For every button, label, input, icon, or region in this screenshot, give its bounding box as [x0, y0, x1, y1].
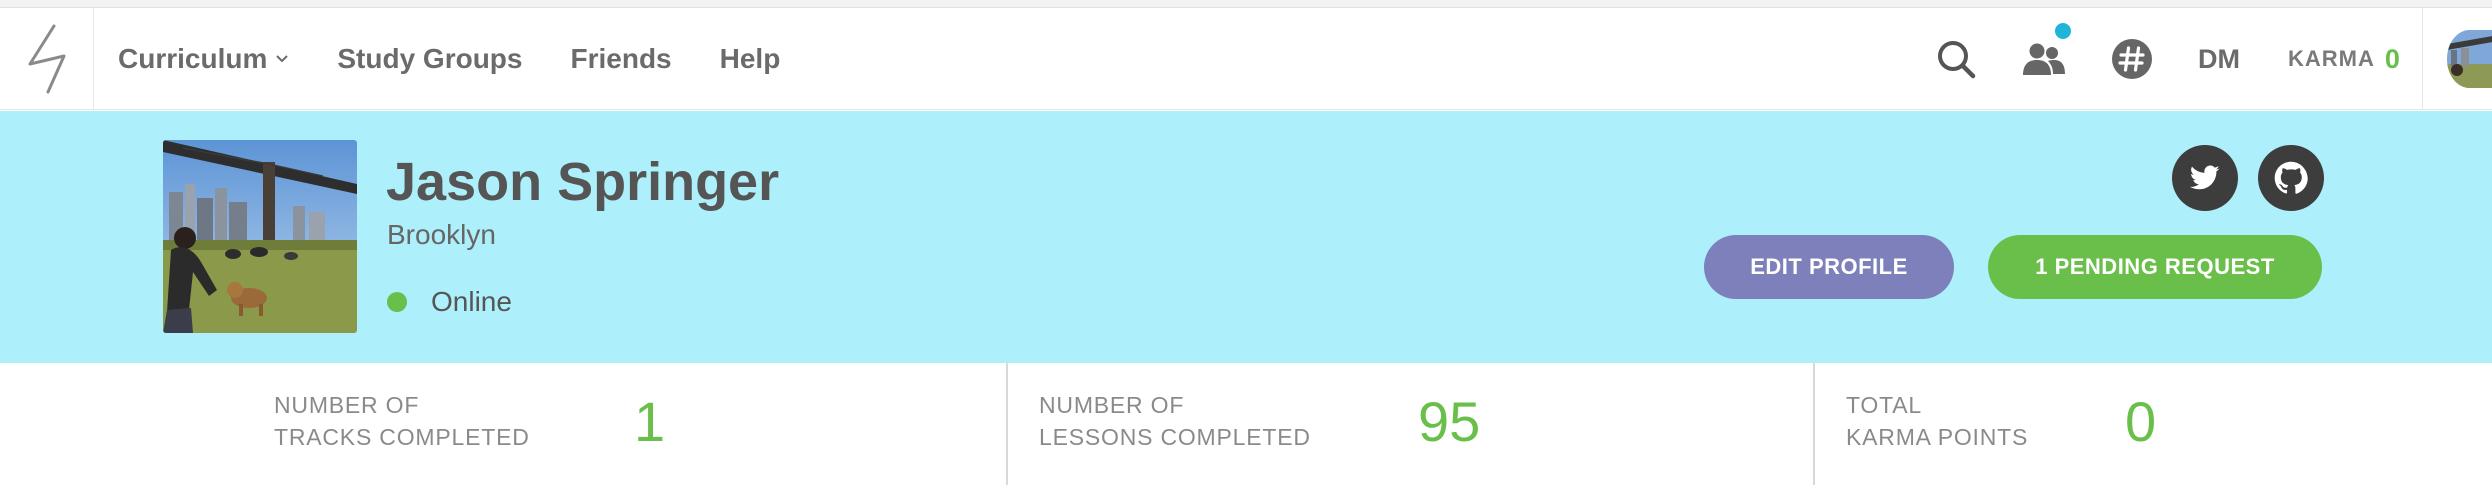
profile-photo [163, 140, 357, 333]
main-nav: Curriculum Study Groups Friends Help [118, 8, 828, 110]
top-navbar: Curriculum Study Groups Friends Help [0, 8, 2492, 110]
profile-name: Jason Springer [386, 152, 780, 212]
nav-friends-label: Friends [570, 43, 672, 74]
hashtag-icon [2112, 39, 2152, 79]
nav-curriculum-label: Curriculum [118, 43, 268, 74]
stat-tracks: NUMBER OF TRACKS COMPLETED 1 [0, 363, 1006, 481]
user-menu[interactable] [2422, 8, 2492, 110]
stats-divider [1813, 363, 1815, 485]
karma-indicator[interactable]: KARMA 0 [2288, 8, 2400, 110]
logo-icon [28, 24, 65, 94]
friend-requests-button[interactable] [2020, 8, 2074, 110]
stat-karma-label-line1: TOTAL [1846, 392, 1922, 418]
twitter-link[interactable] [2172, 145, 2238, 211]
karma-value: 0 [2384, 43, 2400, 74]
stat-lessons-label-line2: LESSONS COMPLETED [1039, 424, 1311, 450]
stat-karma: TOTAL KARMA POINTS 0 [1815, 363, 2492, 481]
nav-curriculum[interactable]: Curriculum [118, 43, 289, 75]
twitter-icon [2190, 165, 2220, 190]
github-link[interactable] [2258, 145, 2324, 211]
direct-messages-link[interactable]: DM [2198, 43, 2240, 74]
nav-friends[interactable]: Friends [570, 43, 671, 75]
stat-lessons-label: NUMBER OF LESSONS COMPLETED [1039, 389, 1311, 453]
stat-tracks-label-line2: TRACKS COMPLETED [274, 424, 530, 450]
karma-label: KARMA [2288, 46, 2375, 71]
stat-lessons: NUMBER OF LESSONS COMPLETED 95 [1008, 363, 1812, 481]
stat-lessons-value: 95 [1418, 390, 1481, 453]
profile-location: Brooklyn [387, 219, 496, 250]
stat-lessons-label-line1: NUMBER OF [1039, 392, 1185, 418]
github-icon [2274, 161, 2308, 194]
stat-karma-label: TOTAL KARMA POINTS [1846, 389, 2028, 453]
search-icon [1938, 41, 1976, 79]
nav-help-label: Help [719, 43, 781, 74]
stats-divider [1006, 363, 1008, 485]
nav-help[interactable]: Help [720, 43, 781, 75]
stats-bar: NUMBER OF TRACKS COMPLETED 1 NUMBER OF L… [0, 363, 2492, 490]
pending-request-button[interactable]: 1 PENDING REQUEST [1988, 235, 2322, 299]
stat-karma-label-line2: KARMA POINTS [1846, 424, 2029, 450]
stat-tracks-label: NUMBER OF TRACKS COMPLETED [274, 389, 530, 453]
online-status: Online [387, 286, 512, 318]
home-logo[interactable] [0, 8, 94, 110]
status-dot-icon [387, 292, 407, 312]
notification-dot [2052, 20, 2074, 42]
people-icon [2023, 43, 2065, 75]
channels-button[interactable] [2110, 8, 2154, 110]
nav-study-groups-label: Study Groups [337, 43, 523, 74]
stat-karma-value: 0 [2125, 390, 2157, 453]
status-text: Online [431, 286, 512, 317]
stat-tracks-value: 1 [634, 390, 666, 453]
chevron-down-icon [275, 54, 289, 64]
profile-banner: Jason Springer Brooklyn Online EDIT PROF… [0, 111, 2492, 363]
window-top-border [0, 0, 2492, 8]
edit-profile-button[interactable]: EDIT PROFILE [1704, 235, 1954, 299]
avatar [2447, 30, 2492, 88]
nav-study-groups[interactable]: Study Groups [337, 43, 522, 75]
search-button[interactable] [1934, 8, 1978, 110]
stat-tracks-label-line1: NUMBER OF [274, 392, 420, 418]
